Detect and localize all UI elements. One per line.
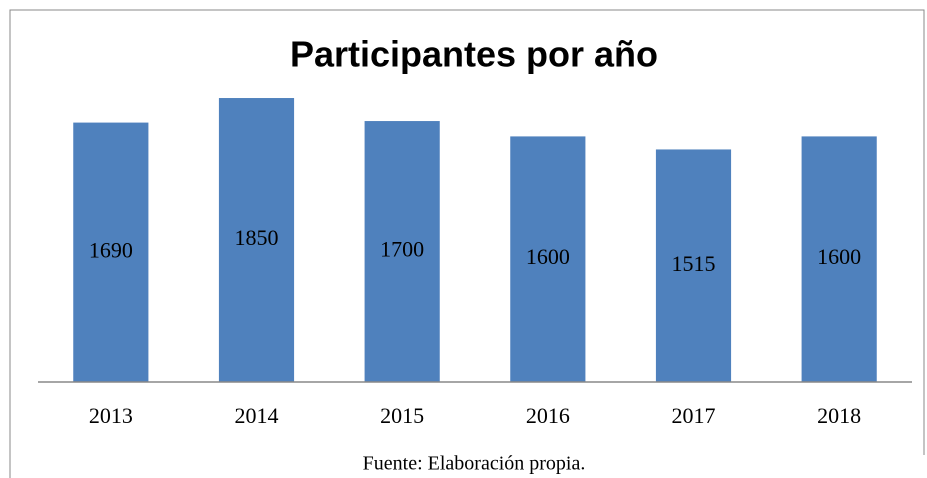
- x-tick-label: 2015: [380, 403, 424, 428]
- bar: [364, 121, 440, 383]
- value-label: 1850: [235, 225, 279, 250]
- x-tick-label: 2013: [89, 403, 133, 428]
- value-label: 1690: [89, 237, 133, 262]
- x-tick-label: 2016: [526, 403, 570, 428]
- source-note: Fuente: Elaboración propia.: [363, 453, 586, 475]
- value-label: 1515: [672, 251, 716, 276]
- bar: [218, 98, 295, 383]
- bar: [510, 136, 586, 382]
- bar: [655, 149, 732, 382]
- x-tick-label: 2017: [672, 403, 716, 428]
- chart-title: Participantes por año: [290, 34, 658, 75]
- chart-frame: [9, 9, 925, 478]
- value-label: 1600: [817, 244, 861, 269]
- x-tick-label: 2014: [235, 403, 279, 428]
- x-tick-label: 2018: [817, 403, 861, 428]
- value-label: 1700: [380, 237, 424, 262]
- value-label: 1600: [526, 244, 570, 269]
- bar: [73, 122, 149, 383]
- bar: [801, 136, 877, 382]
